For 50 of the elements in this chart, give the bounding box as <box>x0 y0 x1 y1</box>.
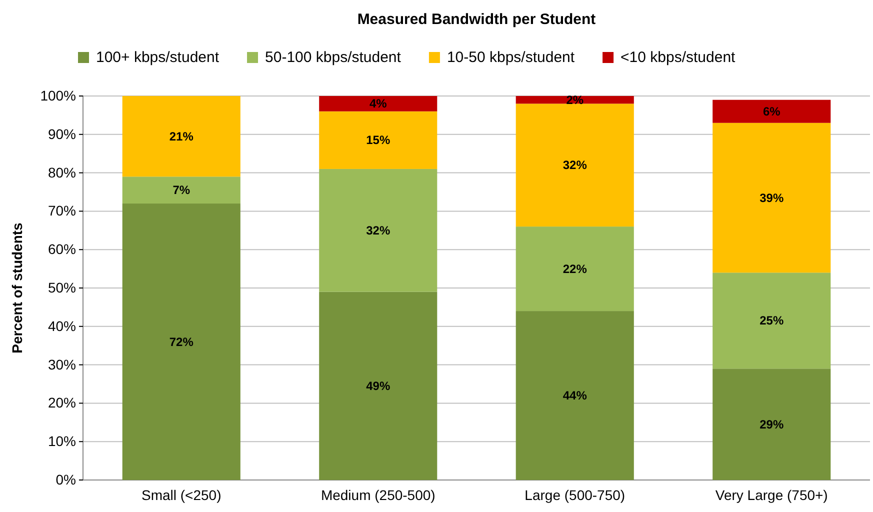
bar <box>712 368 831 480</box>
y-tick-label: 80% <box>48 164 76 180</box>
chart-title: Measured Bandwidth per Student <box>357 11 596 28</box>
data-label: 29% <box>760 417 784 432</box>
y-tick-label: 60% <box>48 241 76 258</box>
x-tick-label: Very Large (750+) <box>715 486 828 503</box>
data-label: 44% <box>562 388 588 403</box>
data-label: 49% <box>366 378 390 393</box>
y-tick-label: 90% <box>48 126 76 142</box>
data-label: 2% <box>566 92 584 107</box>
x-tick-label: Large (500-750) <box>524 486 626 503</box>
data-label: 25% <box>760 314 784 328</box>
data-label: 72% <box>169 334 194 349</box>
legend-label: 50-100 kbps/student <box>265 49 402 66</box>
y-tick-label: 40% <box>48 318 76 334</box>
y-tick-label: 0% <box>56 471 76 488</box>
data-label: 6% <box>762 104 781 118</box>
data-label: 4% <box>369 96 388 111</box>
data-label: 32% <box>366 223 390 238</box>
bar <box>122 96 240 177</box>
y-tick-label: 20% <box>48 394 76 411</box>
x-tick-label: Medium (250-500) <box>320 486 436 503</box>
data-label: 22% <box>562 262 588 276</box>
y-tick-label: 70% <box>48 202 76 219</box>
bar <box>516 104 634 227</box>
y-tick-label: 100% <box>40 87 76 104</box>
data-label: 32% <box>562 158 588 172</box>
data-label: 7% <box>172 183 190 198</box>
bar <box>122 176 240 204</box>
bar <box>516 226 634 312</box>
bar <box>319 292 438 480</box>
bar <box>712 100 831 123</box>
legend-label: <10 kbps/student <box>620 49 736 66</box>
bar <box>319 111 438 169</box>
bar <box>516 311 634 480</box>
y-tick-label: 10% <box>48 433 76 450</box>
y-tick-label: 30% <box>48 356 76 372</box>
bar <box>319 96 438 112</box>
data-label: 21% <box>169 129 194 144</box>
bar <box>712 272 831 369</box>
legend-label: 10-50 kbps/student <box>446 49 576 66</box>
y-axis-title: Percent of students <box>9 222 25 354</box>
bar <box>319 168 438 292</box>
data-label: 39% <box>760 190 784 205</box>
y-tick-label: 50% <box>48 279 76 296</box>
data-label: 15% <box>366 133 390 148</box>
bar <box>712 122 831 273</box>
x-tick-label: Small (<250) <box>141 486 222 503</box>
bar <box>122 204 240 480</box>
legend-label: 100+ kbps/student <box>96 49 220 66</box>
